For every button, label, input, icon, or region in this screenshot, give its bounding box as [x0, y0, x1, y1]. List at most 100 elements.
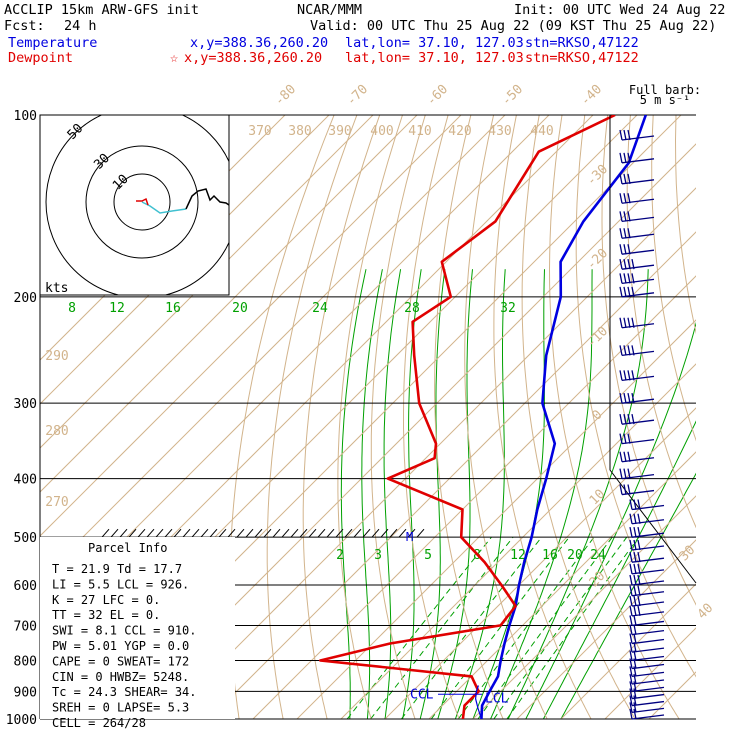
hatch-tick: [272, 528, 281, 538]
mixing-ratio-label: 8: [68, 301, 76, 316]
moist-adiabat-line: [402, 269, 422, 719]
isotherm-label: -20: [584, 246, 611, 273]
melting-level-label: M: [406, 530, 413, 544]
wind-barb: [629, 539, 665, 551]
wind-barb: [629, 688, 665, 700]
wind-barb: [619, 433, 655, 445]
hatch-tick: [137, 528, 146, 538]
dry-adiabat-line: [434, 115, 504, 719]
mixing-ratio-line: [430, 536, 570, 719]
theta-label: 390: [328, 124, 351, 139]
wind-barb: [629, 574, 665, 586]
wind-barb: [629, 650, 665, 662]
moist-adiabat-line: [525, 321, 696, 719]
parcel-info-row: PW = 5.01 YGP = 0.0: [52, 639, 189, 653]
theta-label: 400: [370, 124, 393, 139]
dry-adiabat-line: [493, 115, 592, 719]
dry-adiabat-line: [302, 115, 381, 719]
parcel-info-panel: [40, 537, 235, 719]
hatch-tick: [227, 528, 236, 538]
fcst-value: 24 h: [64, 18, 97, 34]
isotherm-label: -10: [584, 324, 611, 351]
mixing-ratio-label: 16: [165, 301, 181, 316]
hatch-tick: [146, 528, 155, 538]
pressure-tick-label: 600: [14, 579, 37, 594]
mixing-ratio-label: 2: [336, 548, 344, 563]
moist-adiabat-line: [437, 269, 473, 719]
dry-adiabat-line: [674, 115, 696, 335]
parcel-info-row: K = 27 LFC = 0.: [52, 593, 160, 607]
theta-label: 440: [530, 124, 553, 139]
wind-barb: [629, 615, 665, 627]
wind-barb: [629, 673, 665, 685]
temperature-latlon: lat,lon= 37.10, 127.03: [345, 35, 524, 51]
isotherm-line: [164, 187, 696, 719]
theta-label: 380: [288, 124, 311, 139]
mixing-ratio-label: 20: [232, 301, 248, 316]
parcel-info-row: SREH = 0 LAPSE= 5.3: [52, 701, 189, 715]
org-label: NCAR/MMM: [297, 2, 363, 18]
wind-barb: [629, 708, 665, 720]
dry-adiabat-line: [521, 115, 636, 719]
mixing-ratio-label: 12: [510, 548, 526, 563]
hatch-tick: [254, 528, 263, 538]
isotherm-line: [208, 231, 696, 719]
dry-adiabat-line: [464, 115, 548, 719]
wind-barb: [619, 370, 655, 382]
isotherm-line: [40, 115, 374, 449]
hatch-tick: [308, 528, 317, 538]
wind-barb: [619, 414, 655, 425]
wind-barb: [619, 468, 655, 480]
moist-adiabat-line: [340, 269, 367, 719]
mixing-ratio-label: 16: [542, 548, 558, 563]
dewpoint-profile: [318, 115, 616, 719]
moist-adiabat-line: [542, 420, 696, 719]
mixing-ratio-line: [401, 536, 542, 719]
pressure-tick-label: 200: [14, 291, 37, 306]
mixing-ratio-label: 28: [404, 301, 420, 316]
hatch-tick: [236, 528, 245, 538]
hatch-tick: [182, 528, 191, 538]
mixing-ratio-line: [477, 536, 613, 719]
wind-barb: [619, 393, 655, 404]
mixing-ratio-line: [457, 536, 595, 719]
hatch-tick: [299, 528, 308, 538]
isotherm-label: -30: [584, 162, 611, 189]
dewpoint-stn: stn=RKSO,47122: [525, 50, 639, 66]
moist-adiabat-line: [560, 472, 696, 719]
pressure-tick-label: 300: [14, 397, 37, 412]
wind-barb: [629, 499, 665, 511]
parcel-info-row: SWI = 8.1 CCL = 910.: [52, 624, 197, 638]
wind-barb: [619, 484, 655, 496]
dewpoint-latlon: lat,lon= 37.10, 127.03: [345, 50, 524, 66]
wind-barb: [619, 173, 655, 185]
dry-adiabat-line: [601, 115, 696, 606]
hatch-tick: [101, 528, 110, 538]
isotherm-label: -40: [578, 82, 605, 109]
theta-label: 410: [408, 124, 431, 139]
wind-barb: [629, 633, 665, 645]
hatch-tick: [317, 528, 326, 538]
moist-adiabat-line: [490, 269, 593, 719]
hatch-tick: [326, 528, 335, 538]
star-marker-icon: ☆: [170, 50, 179, 66]
dry-adiabat-line: [266, 115, 358, 719]
wind-barb: [629, 702, 665, 714]
wind-barb: [629, 595, 665, 607]
hatch-tick: [407, 528, 416, 538]
parcel-info-row: LI = 5.5 LCL = 926.: [52, 577, 189, 591]
wind-barb: [629, 552, 665, 563]
parcel-info-row: CIN = 0 HWBZ= 5248.: [52, 670, 189, 684]
wind-barb: [619, 451, 655, 463]
wind-barb: [629, 681, 665, 693]
isotherm-line: [296, 319, 696, 719]
isotherm-label: -80: [272, 82, 299, 109]
mixing-ratio-label: 32: [500, 301, 516, 316]
wind-barb: [629, 658, 665, 670]
hatch-tick: [263, 528, 272, 538]
isotherm-label: 0: [589, 407, 605, 423]
temperature-legend: Temperature: [8, 35, 98, 51]
hodograph-ring: [113, 173, 171, 231]
wind-barb: [619, 228, 655, 239]
